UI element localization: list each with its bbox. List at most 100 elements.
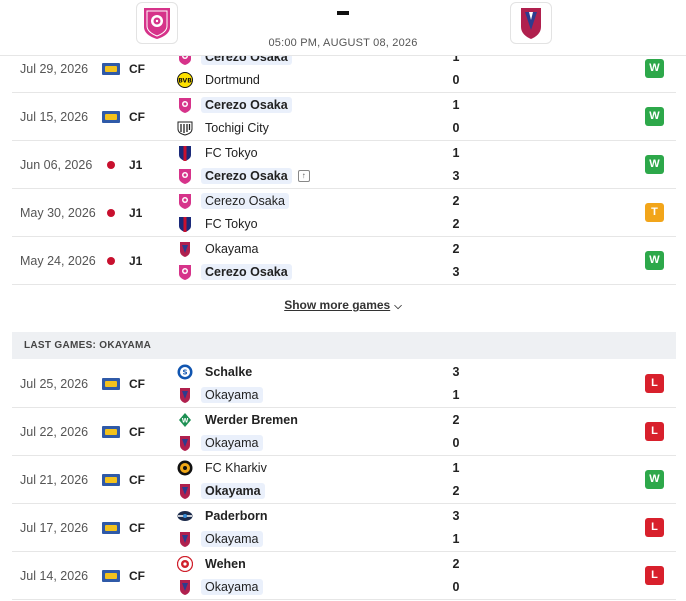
score-home: 1 (452, 146, 460, 160)
game-date: May 30, 2026 (20, 206, 96, 220)
competition-label: CF (129, 569, 145, 583)
club-friendly-icon (102, 63, 120, 75)
team-name: Cerezo Osaka (201, 193, 289, 209)
game-row[interactable]: Jul 17, 2026 CF Paderborn Okayama 3 1 L (12, 504, 676, 552)
team-name: FC Kharkiv (205, 461, 267, 475)
game-row[interactable]: Jul 22, 2026 CF W Werder Bremen Okayama … (12, 408, 676, 456)
away-team-logo[interactable] (510, 2, 552, 44)
okayama-logo (177, 483, 193, 499)
result-badge: W (645, 155, 664, 174)
okayama-logo (177, 241, 193, 257)
team-name: Werder Bremen (205, 413, 298, 427)
team-home: FC Tokyo (177, 144, 262, 162)
team-name: Wehen (205, 557, 246, 571)
competition-label: J1 (129, 254, 143, 268)
okayama-logo (177, 531, 193, 547)
competition-label: CF (129, 425, 145, 439)
show-more-games-button[interactable]: Show more games ⌵ (0, 298, 686, 312)
club-friendly-icon (102, 570, 120, 582)
team-name: Cerezo Osaka (201, 264, 292, 280)
game-date: Jul 25, 2026 (20, 377, 89, 391)
score-away: 3 (452, 265, 460, 279)
cerezo-osaka-logo (177, 168, 193, 184)
game-row[interactable]: Jun 06, 2026 J1 FC Tokyo Cerezo Osaka ↑ … (12, 141, 676, 189)
score-home: 2 (452, 242, 460, 256)
score-away: 0 (452, 73, 460, 87)
home-team-logo[interactable] (136, 2, 178, 44)
team-name: Cerezo Osaka (201, 168, 292, 184)
competition-label: J1 (129, 158, 143, 172)
svg-text:W: W (182, 418, 189, 425)
team-home: Cerezo Osaka (177, 96, 292, 114)
team-home: S Schalke (177, 363, 256, 381)
competition-label: CF (129, 521, 145, 535)
team-away: Okayama (177, 386, 263, 404)
competition-label: CF (129, 62, 145, 76)
team-name: Tochigi City (205, 121, 269, 135)
team-away: Okayama (177, 434, 263, 452)
team-away: FC Tokyo (177, 215, 262, 233)
team-away: BVB Dortmund (177, 71, 264, 89)
team-home: Okayama (177, 240, 263, 258)
club-friendly-icon (102, 522, 120, 534)
score-away: 2 (452, 217, 460, 231)
dortmund-logo: BVB (177, 72, 193, 88)
score-away: 0 (452, 121, 460, 135)
team-name: Okayama (205, 242, 259, 256)
score-away: 1 (452, 388, 460, 402)
okayama-logo (177, 579, 193, 595)
match-datetime: 05:00 PM, AUGUST 08, 2026 (268, 37, 418, 49)
match-header: 05:00 PM, AUGUST 08, 2026 (0, 0, 686, 56)
arrow-up-icon: ↑ (297, 170, 310, 182)
game-row[interactable]: May 24, 2026 J1 Okayama Cerezo Osaka 2 3… (12, 237, 676, 285)
team-home: W Werder Bremen (177, 411, 302, 429)
competition-label: CF (129, 473, 145, 487)
score-home: 1 (452, 50, 460, 64)
game-date: Jul 29, 2026 (20, 62, 89, 76)
team-name: Okayama (201, 531, 263, 547)
okayama-logo (177, 387, 193, 403)
game-date: May 24, 2026 (20, 254, 96, 268)
wehen-logo (177, 556, 193, 572)
game-row[interactable]: Jul 21, 2026 CF FC Kharkiv Okayama 1 2 W (12, 456, 676, 504)
team-name: Paderborn (205, 509, 268, 523)
game-row[interactable]: May 30, 2026 J1 Cerezo Osaka FC Tokyo 2 … (12, 189, 676, 237)
svg-text:BVB: BVB (178, 78, 192, 85)
game-date: Jun 06, 2026 (20, 158, 93, 172)
club-friendly-icon (102, 111, 120, 123)
result-badge: T (645, 203, 664, 222)
game-row[interactable]: Jul 25, 2026 CF S Schalke Okayama 3 1 L (12, 360, 676, 408)
fc-tokyo-logo (177, 216, 193, 232)
result-badge: L (645, 518, 664, 537)
tochigi-city-logo (177, 120, 193, 136)
game-date: Jul 21, 2026 (20, 473, 89, 487)
team-away: Tochigi City (177, 119, 273, 137)
competition-label: J1 (129, 206, 143, 220)
result-badge: W (645, 470, 664, 489)
team-name: Okayama (201, 387, 263, 403)
werder-bremen-logo: W (177, 412, 193, 428)
score-home: 2 (452, 413, 460, 427)
result-badge: W (645, 59, 664, 78)
team-name: Okayama (201, 435, 263, 451)
score-away: 3 (452, 169, 460, 183)
game-date: Jul 17, 2026 (20, 521, 89, 535)
score-away: 2 (452, 484, 460, 498)
club-friendly-icon (102, 474, 120, 486)
team-home: Paderborn (177, 507, 272, 525)
cerezo-osaka-logo (177, 97, 193, 113)
game-date: Jul 15, 2026 (20, 110, 89, 124)
game-row[interactable]: Jul 15, 2026 CF Cerezo Osaka Tochigi Cit… (12, 93, 676, 141)
game-date: Jul 22, 2026 (20, 425, 89, 439)
team-name: Cerezo Osaka (201, 97, 292, 113)
score-away: 0 (452, 436, 460, 450)
team-name: Okayama (201, 579, 263, 595)
team-away: Okayama (177, 578, 263, 596)
result-badge: L (645, 374, 664, 393)
team-name: Dortmund (205, 73, 260, 87)
team-away: Cerezo Osaka ↑ (177, 167, 310, 185)
club-friendly-icon (102, 378, 120, 390)
score-home: 1 (452, 461, 460, 475)
score-home: 3 (452, 365, 460, 379)
game-row[interactable]: Jul 14, 2026 CF Wehen Okayama 2 0 L (12, 552, 676, 600)
